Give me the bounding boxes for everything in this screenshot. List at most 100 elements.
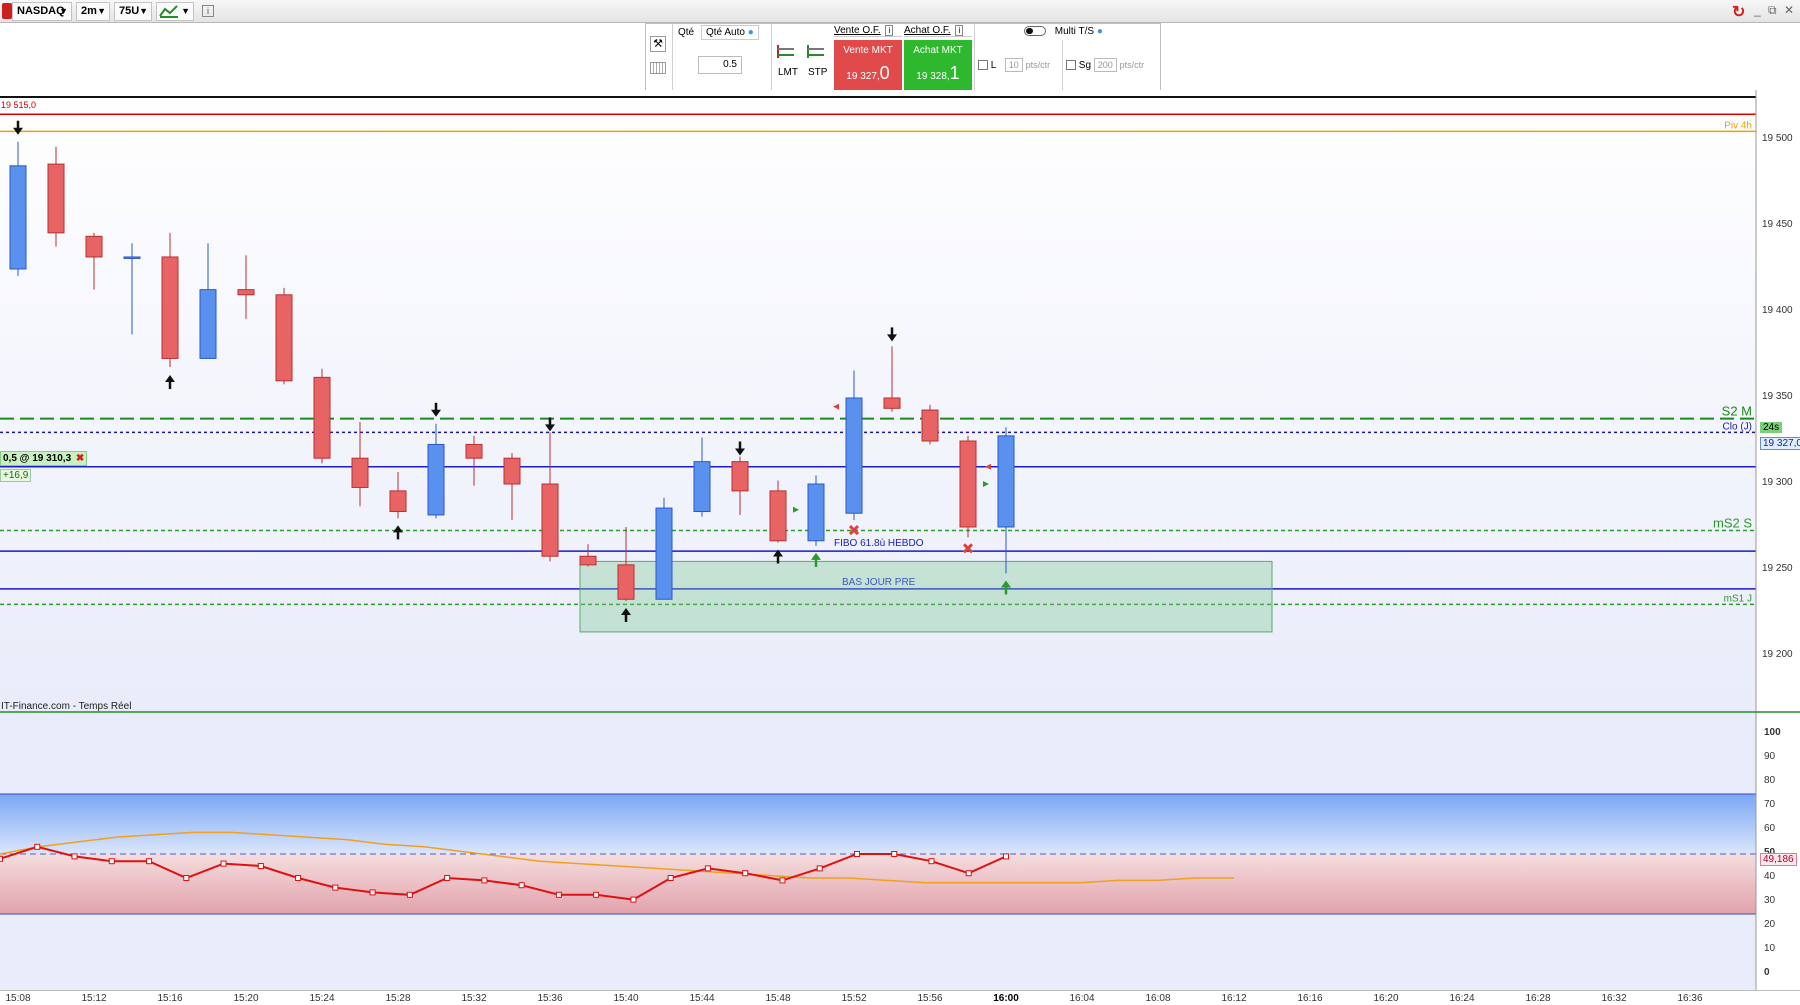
oscillator-upper-band bbox=[0, 794, 1756, 854]
period-selector[interactable]: 2m ▼ bbox=[76, 2, 110, 21]
price-tick-label: 19 450 bbox=[1762, 219, 1793, 230]
candle-body bbox=[503, 457, 521, 485]
qty-input[interactable]: 0.5 bbox=[698, 56, 742, 74]
price-tick-label: 19 250 bbox=[1762, 563, 1793, 574]
oscillator-point bbox=[444, 875, 451, 881]
oscillator-tick-label: 80 bbox=[1764, 775, 1776, 786]
keyboard-icon[interactable] bbox=[650, 62, 666, 74]
candle[interactable] bbox=[237, 255, 255, 319]
candle[interactable] bbox=[427, 423, 445, 519]
candle[interactable] bbox=[769, 480, 787, 543]
sell-of-tab[interactable]: Vente O.F. i bbox=[834, 25, 902, 37]
restore-button[interactable]: ⧉ bbox=[1768, 3, 1777, 17]
oscillator-point bbox=[257, 863, 264, 869]
sell-mkt-price-small: 19 327, bbox=[846, 71, 880, 82]
time-tick-label: 16:24 bbox=[1449, 993, 1475, 1004]
candle-body bbox=[9, 165, 27, 270]
sg-checkbox[interactable] bbox=[1066, 60, 1076, 71]
level-label: BAS JOUR PRE bbox=[842, 577, 916, 588]
oscillator-point bbox=[1003, 853, 1009, 860]
info-icon[interactable]: i bbox=[202, 5, 214, 17]
oscillator-point bbox=[704, 865, 711, 872]
wrench-icon[interactable]: ⚒ bbox=[650, 36, 666, 52]
candle[interactable] bbox=[807, 475, 825, 546]
arrow-down-icon bbox=[545, 417, 555, 432]
time-tick-label: 16:12 bbox=[1221, 993, 1247, 1004]
candle[interactable] bbox=[465, 435, 483, 486]
candle[interactable] bbox=[389, 471, 407, 519]
limit-checkbox[interactable] bbox=[978, 60, 988, 71]
candle-body bbox=[85, 235, 103, 258]
candle[interactable] bbox=[275, 287, 293, 385]
minimize-button[interactable]: _ bbox=[1754, 3, 1761, 17]
current-price-tag: 19 327,0 bbox=[1760, 437, 1800, 450]
limit-order-icon[interactable] bbox=[776, 40, 798, 62]
oscillator-chart[interactable] bbox=[0, 713, 1800, 990]
candle[interactable] bbox=[579, 544, 597, 567]
candle-body bbox=[617, 564, 635, 600]
chevron-down-icon: ▼ bbox=[139, 6, 148, 16]
units-selector[interactable]: 75U ▼ bbox=[114, 2, 152, 21]
candle[interactable] bbox=[313, 368, 331, 464]
sell-market-button[interactable]: Vente MKT 19 327,0 bbox=[834, 40, 902, 90]
stop-order-icon[interactable] bbox=[806, 40, 828, 62]
sell-mkt-price-big: 0 bbox=[879, 63, 890, 83]
l-unit: pts/ctr bbox=[1025, 60, 1051, 70]
candle[interactable] bbox=[161, 232, 179, 368]
oscillator-tick-label: 0 bbox=[1764, 967, 1770, 978]
sg-value-input[interactable]: 200 bbox=[1093, 58, 1117, 72]
close-position-icon[interactable]: ✖ bbox=[75, 453, 85, 464]
candle[interactable] bbox=[351, 422, 369, 507]
oscillator-point bbox=[481, 877, 488, 884]
candle[interactable] bbox=[959, 435, 977, 538]
price-tick-label: 19 300 bbox=[1762, 477, 1793, 488]
candle[interactable] bbox=[123, 243, 141, 335]
candle[interactable] bbox=[199, 243, 217, 359]
position-tag[interactable]: 0,5 @ 19 310,3 ✖ bbox=[0, 451, 88, 466]
refresh-icon[interactable]: ↻ bbox=[1732, 4, 1746, 21]
arrow-up-icon bbox=[773, 549, 783, 564]
price-tick-label: 19 400 bbox=[1762, 305, 1793, 316]
oscillator-point bbox=[630, 896, 637, 903]
candle[interactable] bbox=[47, 146, 65, 247]
chart-type-selector[interactable]: ▼ bbox=[156, 2, 194, 21]
oscillator-point bbox=[816, 865, 823, 872]
candle[interactable] bbox=[655, 497, 673, 600]
close-button[interactable]: ✕ bbox=[1784, 3, 1795, 17]
candle[interactable] bbox=[85, 232, 103, 290]
buy-market-button[interactable]: Achat MKT 19 328,1 bbox=[904, 40, 972, 90]
candle[interactable] bbox=[617, 527, 635, 601]
qty-auto-toggle[interactable]: Qté Auto ● bbox=[701, 25, 759, 40]
candle[interactable] bbox=[883, 346, 901, 412]
time-tick-label: 15:40 bbox=[613, 993, 639, 1004]
sg-label: Sg bbox=[1078, 60, 1092, 71]
candle[interactable] bbox=[693, 437, 711, 517]
arrow-up-icon bbox=[165, 375, 175, 390]
price-chart[interactable]: Piv 4h S2 M Clo (J) mS2 S FIBO 61.8ù HEBDO BA… bbox=[0, 90, 1800, 713]
candle[interactable] bbox=[731, 456, 749, 515]
chat-bubble-icon: ● bbox=[747, 27, 754, 38]
time-tick-label: 15:56 bbox=[917, 993, 943, 1004]
order-panel: ⚒ Qté Qté Auto ● 0.5 LMT STP Vente O.F. … bbox=[645, 23, 1161, 91]
time-tick-label: 16:16 bbox=[1297, 993, 1323, 1004]
sell-signal-cross-icon bbox=[962, 543, 974, 554]
candle-body bbox=[845, 397, 863, 514]
candle[interactable] bbox=[541, 432, 559, 562]
divider bbox=[1062, 40, 1063, 90]
candle-body bbox=[731, 461, 749, 492]
candle[interactable] bbox=[845, 370, 863, 521]
buy-of-tab[interactable]: Achat O.F. i bbox=[904, 25, 972, 37]
multi-ts-toggle[interactable]: Multi T/S ● bbox=[1024, 26, 1103, 37]
support-zone[interactable] bbox=[579, 560, 1273, 633]
oscillator-point bbox=[146, 858, 153, 865]
candle[interactable] bbox=[503, 453, 521, 521]
candle[interactable] bbox=[997, 427, 1015, 574]
symbol-selector[interactable]: NASDAQ ▼ bbox=[12, 2, 72, 21]
stop-distance-control: Sg 200 pts/ctr bbox=[1066, 58, 1144, 72]
l-value-input[interactable]: 10 bbox=[1004, 58, 1023, 72]
candle[interactable] bbox=[921, 404, 939, 445]
candle[interactable] bbox=[9, 141, 27, 276]
candle-body bbox=[655, 507, 673, 600]
arrow-up-icon bbox=[393, 525, 403, 540]
oscillator-point bbox=[593, 891, 600, 898]
